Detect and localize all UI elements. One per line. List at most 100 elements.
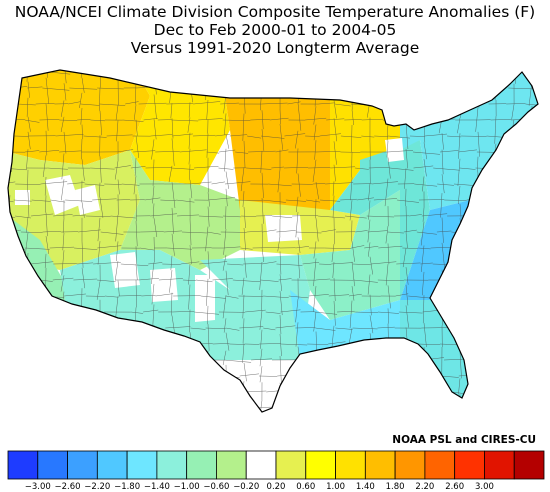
- division-boundary: [361, 135, 375, 138]
- division-boundary: [313, 286, 317, 312]
- division-boundary: [135, 279, 137, 308]
- division-boundary: [13, 199, 32, 202]
- division-boundary: [307, 343, 329, 345]
- division-boundary: [328, 294, 350, 297]
- division-boundary: [333, 164, 336, 182]
- division-boundary: [219, 149, 236, 153]
- division-boundary: [370, 261, 397, 265]
- map-region-pacific-northwest: [8, 70, 150, 165]
- division-boundary: [212, 343, 230, 345]
- division-boundary: [152, 159, 155, 186]
- division-boundary: [440, 193, 443, 218]
- division-boundary: [8, 167, 27, 171]
- division-boundary: [162, 263, 181, 265]
- division-boundary: [49, 246, 75, 249]
- division-boundary: [332, 195, 335, 218]
- division-boundary: [190, 327, 206, 330]
- division-boundary: [378, 245, 403, 249]
- division-boundary: [232, 279, 261, 283]
- division-boundary: [67, 182, 85, 185]
- division-boundary: [188, 102, 191, 118]
- division-boundary: [97, 87, 124, 90]
- division-boundary: [320, 199, 341, 202]
- division-boundary: [297, 173, 301, 197]
- division-boundary: [248, 150, 276, 153]
- division-boundary: [361, 118, 383, 121]
- us-outline: [7, 69, 539, 413]
- division-boundary: [99, 87, 101, 111]
- division-boundary: [405, 284, 409, 306]
- division-boundary: [99, 197, 104, 218]
- division-boundary: [171, 315, 175, 334]
- division-boundary: [17, 103, 36, 106]
- division-boundary: [261, 198, 264, 224]
- division-boundary: [477, 156, 479, 173]
- division-boundary: [377, 326, 395, 329]
- division-boundary: [195, 279, 213, 283]
- division-boundary: [80, 107, 83, 125]
- division-boundary: [328, 341, 346, 345]
- division-boundary: [206, 133, 209, 158]
- division-boundary: [158, 278, 183, 281]
- division-boundary: [351, 261, 355, 287]
- division-boundary: [31, 199, 51, 202]
- division-boundary: [318, 102, 335, 105]
- division-boundary: [279, 123, 283, 150]
- division-boundary: [405, 122, 409, 150]
- division-boundary: [64, 293, 86, 297]
- division-boundary: [297, 252, 301, 279]
- division-boundary: [188, 132, 191, 149]
- division-boundary: [423, 159, 427, 177]
- division-boundary: [368, 242, 371, 257]
- division-boundary: [368, 166, 390, 169]
- division-boundary: [181, 231, 208, 234]
- division-boundary: [295, 130, 299, 149]
- division-boundary: [405, 305, 409, 328]
- division-boundary: [227, 263, 244, 266]
- division-boundary: [313, 106, 317, 125]
- map-neutral-patch: [15, 190, 30, 205]
- division-boundary: [207, 192, 210, 207]
- division-boundary: [138, 102, 167, 105]
- map-neutral-patch: [195, 275, 215, 322]
- division-boundary: [436, 230, 452, 233]
- division-boundary: [369, 294, 372, 316]
- division-boundary: [441, 217, 444, 243]
- division-boundary: [114, 165, 131, 169]
- division-boundary: [223, 215, 242, 218]
- division-boundary: [413, 165, 434, 169]
- division-boundary: [150, 213, 178, 217]
- division-boundary: [104, 295, 119, 298]
- division-boundary: [242, 113, 245, 141]
- division-boundary: [295, 231, 322, 234]
- division-boundary: [421, 271, 425, 296]
- division-boundary: [138, 277, 159, 281]
- colorbar-tick-label: −2.60: [55, 482, 81, 492]
- division-boundary: [506, 103, 526, 105]
- colorbar-swatch: [275, 450, 307, 480]
- division-boundary: [39, 119, 60, 121]
- division-boundary: [99, 156, 102, 183]
- division-boundary: [525, 103, 538, 107]
- division-boundary: [190, 181, 212, 185]
- division-boundary: [494, 116, 497, 144]
- division-boundary: [81, 124, 83, 140]
- division-boundary: [61, 179, 65, 201]
- division-boundary: [308, 167, 331, 169]
- division-boundary: [259, 343, 281, 345]
- colorbar-swatch: [305, 450, 336, 480]
- division-boundary: [241, 215, 257, 218]
- division-boundary: [163, 230, 182, 233]
- division-boundary: [295, 246, 309, 249]
- division-boundary: [458, 378, 461, 395]
- division-boundary: [39, 149, 60, 153]
- division-boundary: [65, 199, 93, 202]
- division-boundary: [348, 293, 362, 297]
- division-boundary: [402, 247, 418, 249]
- division-boundary: [405, 149, 408, 169]
- division-boundary: [27, 116, 31, 132]
- division-boundary: [243, 140, 246, 168]
- division-boundary: [80, 70, 83, 78]
- map-neutral-patch: [150, 268, 178, 302]
- division-boundary: [351, 109, 354, 126]
